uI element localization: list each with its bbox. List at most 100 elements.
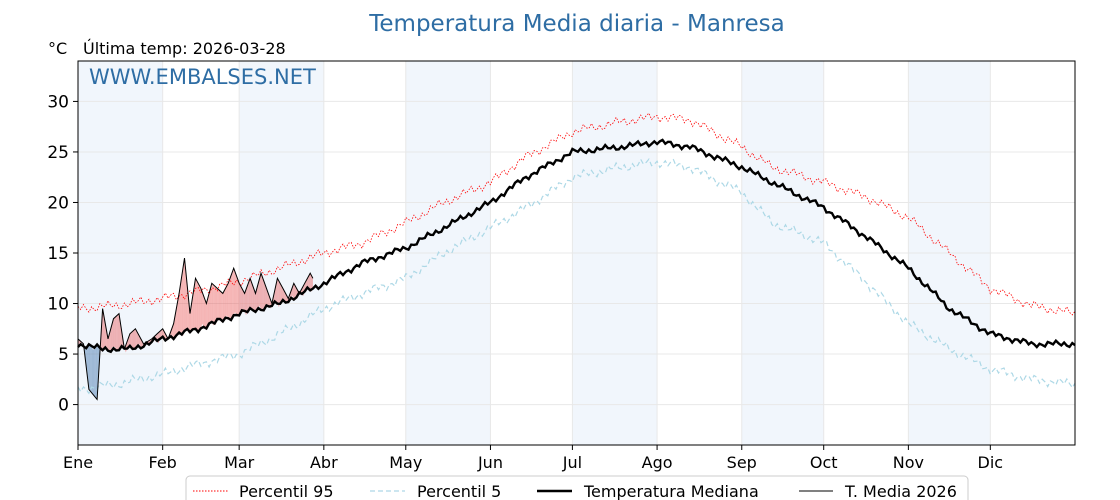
anomaly-fill-segment bbox=[207, 293, 210, 327]
anomaly-fill-segment bbox=[94, 347, 96, 398]
anomaly-fill-segment bbox=[218, 289, 221, 321]
anomaly-fill-segment bbox=[250, 278, 252, 310]
anomaly-fill-segment bbox=[262, 277, 264, 311]
anomaly-fill-segment bbox=[210, 283, 212, 323]
anomaly-fill-segment bbox=[203, 295, 206, 327]
anomaly-fill-segment bbox=[116, 314, 118, 351]
y-tick-label-0: 0 bbox=[58, 396, 69, 416]
anomaly-fill-segment bbox=[310, 273, 312, 292]
anomaly-fill-segment bbox=[247, 282, 249, 313]
anomaly-fill-segment bbox=[225, 285, 227, 318]
anomaly-fill-segment bbox=[282, 288, 285, 301]
anomaly-fill-segment bbox=[263, 280, 266, 311]
anomaly-fill-segment bbox=[232, 268, 234, 316]
chart-title: Temperatura Media diaria - Manresa bbox=[368, 11, 784, 37]
anomaly-fill-segment bbox=[192, 287, 195, 330]
anomaly-fill-segment bbox=[236, 275, 238, 316]
anomaly-fill-segment bbox=[139, 336, 141, 349]
anomaly-fill-segment bbox=[256, 283, 259, 309]
anomaly-fill-segment bbox=[221, 292, 223, 323]
grid-lines bbox=[77, 61, 1075, 445]
anomaly-fill-segment bbox=[265, 284, 267, 306]
anomaly-fill-segment bbox=[239, 283, 241, 316]
x-tick-label-dic: Dic bbox=[978, 453, 1004, 472]
x-tick-label-jul: Jul bbox=[562, 453, 582, 472]
anomaly-fill-segment bbox=[243, 290, 245, 312]
anomaly-fill-segment bbox=[226, 283, 229, 319]
anomaly-fill-segment bbox=[88, 344, 91, 392]
anomaly-fill-segment bbox=[112, 318, 114, 349]
y-tick-label-10: 10 bbox=[47, 295, 69, 315]
x-tick-label-ago: Ago bbox=[642, 453, 673, 472]
anomaly-fill-segment bbox=[195, 278, 197, 330]
anomaly-fill-segment bbox=[91, 346, 94, 395]
anomaly-fill-segment bbox=[196, 280, 199, 333]
y-tick-label-20: 20 bbox=[47, 193, 69, 213]
anomaly-fill-segment bbox=[90, 345, 92, 393]
legend-p95-label: Percentil 95 bbox=[239, 482, 334, 500]
anomaly-fill-segment bbox=[176, 301, 178, 336]
anomaly-fill-segment bbox=[180, 275, 182, 335]
anomaly-fill-segment bbox=[213, 284, 215, 326]
unit-label: °C bbox=[48, 39, 67, 58]
anomaly-fill-segment bbox=[220, 290, 222, 323]
anomaly-fill-segment bbox=[245, 285, 248, 316]
anomaly-fill-segment bbox=[252, 285, 255, 312]
anomaly-fill-segment bbox=[230, 271, 233, 321]
anomaly-fill-segment bbox=[120, 322, 122, 349]
anomaly-fill-segment bbox=[184, 258, 186, 332]
anomaly-fill-segment bbox=[254, 289, 256, 312]
anomaly-fill-segment bbox=[109, 328, 111, 352]
anomaly-fill-segment bbox=[181, 266, 184, 336]
anomaly-fill-segment bbox=[217, 288, 219, 321]
anomaly-fill-segment bbox=[259, 273, 262, 311]
x-tick-label-oct: Oct bbox=[810, 453, 838, 472]
x-axis: Ene Feb Mar Abr May Jun Jul Ago Sep Oct Nov Dic bbox=[63, 445, 1003, 472]
anomaly-fill-segment bbox=[102, 308, 104, 351]
x-tick-label-feb: Feb bbox=[149, 453, 177, 472]
x-tick-label-sep: Sep bbox=[727, 453, 757, 472]
anomaly-fill-segment bbox=[133, 328, 136, 350]
anomaly-fill-segment bbox=[198, 283, 200, 333]
anomaly-fill-segment bbox=[255, 288, 257, 312]
y-tick-label-25: 25 bbox=[47, 143, 69, 163]
anomaly-fill-segment bbox=[241, 288, 244, 312]
series-lines bbox=[77, 112, 1076, 401]
x-tick-label-nov: Nov bbox=[893, 453, 924, 472]
anomaly-fill-segment bbox=[199, 285, 201, 329]
last-temp-label: Última temp: 2026-03-28 bbox=[83, 39, 286, 58]
anomaly-fill-segment bbox=[261, 273, 263, 311]
anomaly-fill-segment bbox=[237, 279, 240, 316]
anomaly-fill-segment bbox=[138, 333, 140, 346]
anomaly-fill-segment bbox=[277, 278, 279, 308]
anomaly-fill-segment bbox=[95, 344, 98, 400]
anomaly-fill-segment bbox=[114, 316, 117, 351]
y-tick-label-15: 15 bbox=[47, 244, 69, 264]
anomaly-fill-segment bbox=[205, 299, 207, 329]
anomaly-fill-segment bbox=[248, 278, 251, 313]
x-tick-label-mar: Mar bbox=[224, 453, 255, 472]
anomaly-fill-segment bbox=[206, 298, 208, 329]
anomaly-fill-segment bbox=[258, 278, 260, 309]
anomaly-fill-segment bbox=[136, 331, 139, 346]
legend-p5-label: Percentil 5 bbox=[417, 482, 501, 500]
anomaly-fills bbox=[78, 258, 313, 400]
series-p5 bbox=[77, 157, 1076, 395]
series-current-year bbox=[77, 258, 314, 401]
anomaly-fill-segment bbox=[244, 289, 246, 316]
legend-box bbox=[185, 475, 969, 500]
anomaly-fill-segment bbox=[295, 285, 297, 298]
anomaly-fill-segment bbox=[308, 273, 311, 291]
anomaly-fill-segment bbox=[222, 290, 225, 322]
anomaly-fill-segment bbox=[200, 288, 203, 329]
anomaly-fill-segment bbox=[135, 328, 137, 349]
anomaly-fill-segment bbox=[179, 284, 181, 335]
anomaly-fill-segment bbox=[110, 323, 113, 352]
anomaly-fill-segment bbox=[278, 280, 281, 308]
anomaly-fill-segment bbox=[211, 283, 214, 326]
y-tick-label-30: 30 bbox=[47, 92, 69, 112]
x-tick-label-ene: Ene bbox=[63, 453, 93, 472]
anomaly-fill-segment bbox=[209, 288, 211, 324]
anomaly-fill-segment bbox=[280, 283, 282, 304]
